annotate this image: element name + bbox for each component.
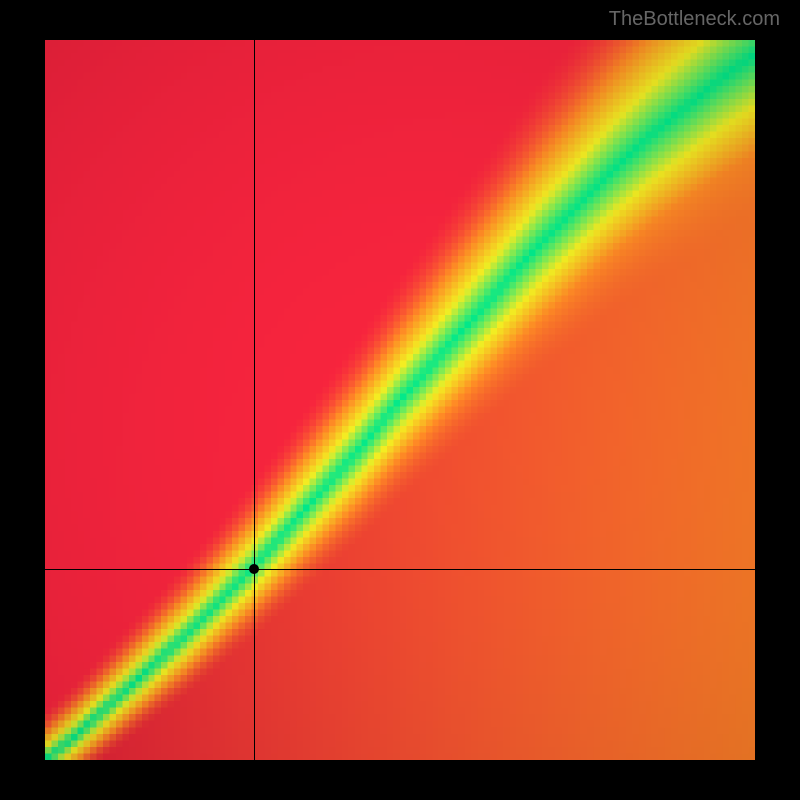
- heatmap-canvas: [45, 40, 755, 760]
- chart-container: TheBottleneck.com: [0, 0, 800, 800]
- heatmap-plot: [45, 40, 755, 760]
- marker-point: [249, 564, 259, 574]
- crosshair-horizontal: [45, 569, 755, 570]
- crosshair-vertical: [254, 40, 255, 760]
- attribution-text: TheBottleneck.com: [609, 8, 780, 31]
